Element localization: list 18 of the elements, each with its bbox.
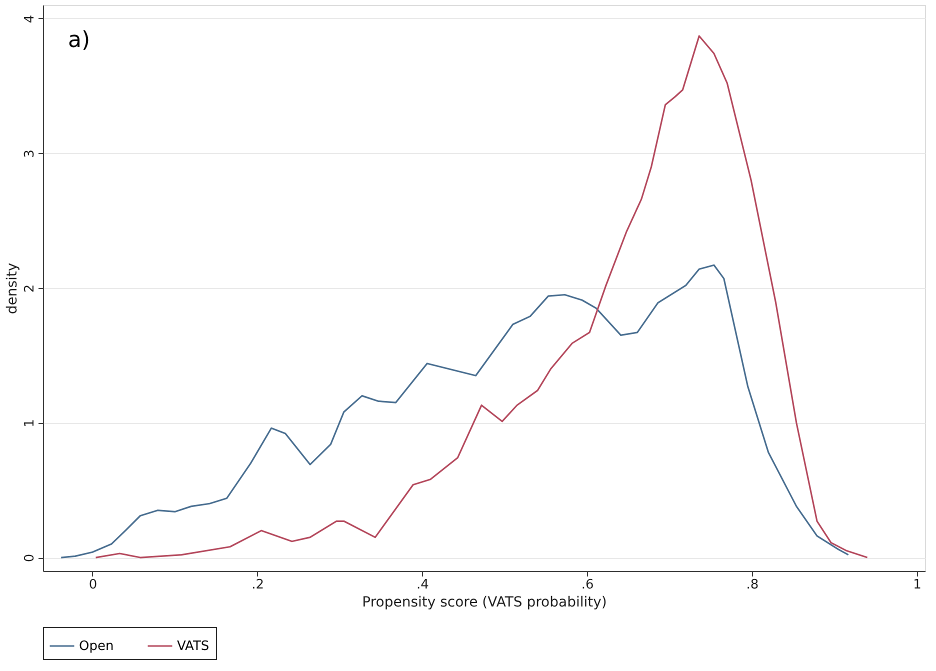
x-tick-label: .6 (581, 578, 594, 592)
y-tick-label: 2 (22, 284, 38, 293)
y-tick-label: 1 (22, 419, 38, 428)
annotation: a) (68, 28, 90, 53)
y-tick-label: 0 (22, 554, 38, 562)
x-tick-label: 1 (913, 578, 922, 592)
x-tick-label: .2 (252, 578, 264, 592)
line-series (94, 35, 868, 558)
y-tick-label: 3 (22, 150, 38, 158)
legend-label: VATS (177, 639, 210, 654)
legend-label: Open (79, 639, 114, 654)
x-tick-label: .8 (746, 578, 759, 592)
x-tick-label: .4 (416, 578, 429, 592)
y-axis-title: density (4, 262, 20, 314)
x-axis-title: Propensity score (VATS probability) (362, 594, 607, 610)
x-tick-label: 0 (88, 578, 98, 592)
line-series (60, 264, 850, 558)
y-tick-label: 4 (22, 14, 38, 24)
